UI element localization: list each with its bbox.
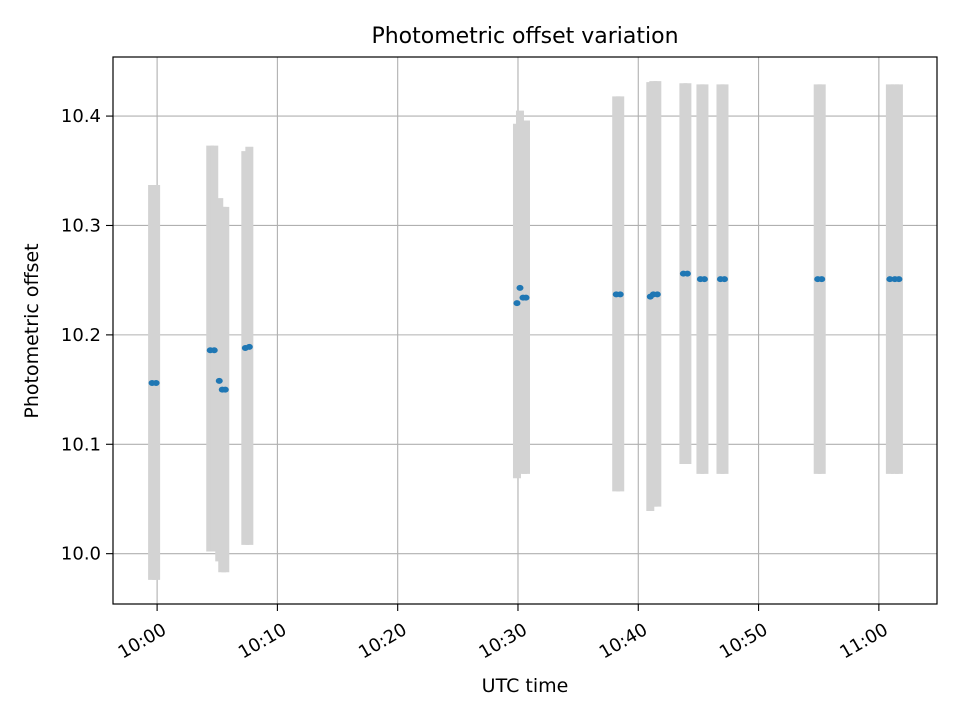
x-tick-label: 11:00 xyxy=(836,619,891,663)
data-point xyxy=(221,386,229,393)
data-point xyxy=(245,343,253,350)
y-tick-label: 10.4 xyxy=(61,106,101,127)
x-tick-label: 10:10 xyxy=(235,619,290,663)
x-tick-label: 10:40 xyxy=(596,619,651,663)
y-tick-label: 10.1 xyxy=(61,434,101,455)
data-point xyxy=(683,270,691,277)
errorbar-layer xyxy=(148,81,903,580)
x-tick-label: 10:30 xyxy=(475,619,530,663)
data-point xyxy=(653,291,661,298)
data-point xyxy=(210,347,218,354)
x-axis-label: UTC time xyxy=(482,675,569,697)
data-point xyxy=(700,276,708,283)
x-tick-label: 10:50 xyxy=(716,619,771,663)
x-tick-label: 10:00 xyxy=(115,619,170,663)
data-point xyxy=(516,284,524,291)
y-tick-label: 10.0 xyxy=(61,544,101,565)
y-axis-label: Photometric offset xyxy=(21,243,43,418)
data-point xyxy=(513,300,521,307)
data-point xyxy=(720,276,728,283)
chart-title: Photometric offset variation xyxy=(371,24,678,49)
y-tick-label: 10.3 xyxy=(61,215,101,236)
x-tick-label: 10:20 xyxy=(355,619,410,663)
data-point xyxy=(152,380,160,387)
data-point xyxy=(895,276,903,283)
plot-frame xyxy=(112,56,938,605)
y-tick-label: 10.2 xyxy=(61,325,101,346)
tick-layer: 10:00 10:10 10:20 10:30 10:40 10:50 11:00 10.0 1… xyxy=(61,106,892,663)
marker-layer xyxy=(148,270,903,393)
data-point xyxy=(818,276,826,283)
data-point xyxy=(215,377,223,384)
data-point xyxy=(616,291,624,298)
data-point xyxy=(886,276,894,283)
data-point xyxy=(522,294,530,301)
